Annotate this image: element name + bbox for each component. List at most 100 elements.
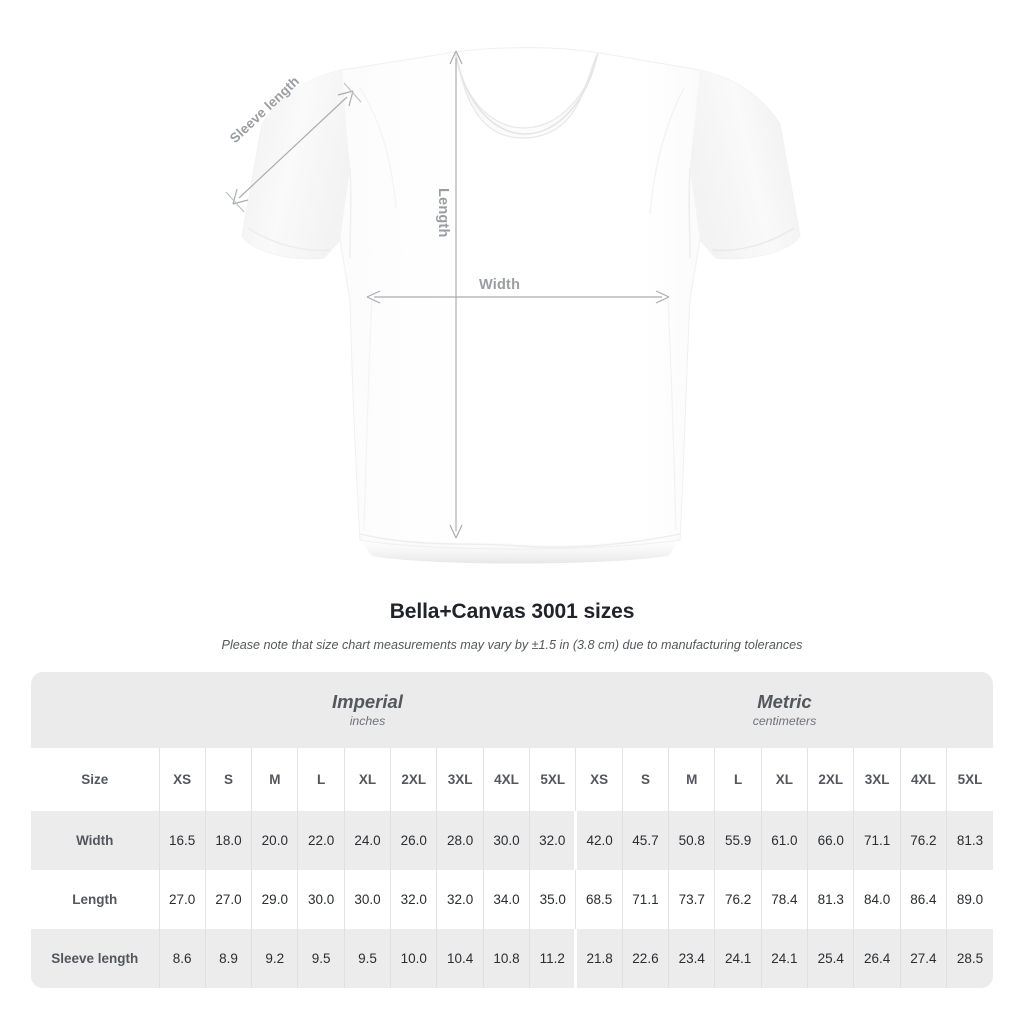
cell-width-imperial-xl: 24.0 [343, 811, 391, 870]
cell-length-imperial-s: 27.0 [204, 870, 252, 929]
cell-width-imperial-4xl: 30.0 [482, 811, 530, 870]
size-header-imperial-2xl: 2XL [390, 748, 437, 811]
cell-width-imperial-s: 18.0 [204, 811, 252, 870]
cell-length-imperial-m: 29.0 [251, 870, 298, 929]
cell-sleeve-length-metric-3xl: 26.4 [853, 929, 901, 988]
size-header-label: Size [31, 748, 159, 811]
row-label-width: Width [31, 811, 159, 870]
cell-sleeve-length-metric-xl: 24.1 [760, 929, 808, 988]
cell-width-metric-s: 45.7 [621, 811, 669, 870]
neckline-edge [455, 53, 598, 135]
size-header-row: Size XS S M L XL 2XL 3XL 4XL 5XL XS S M L XL 2XL 3XL 4XL 5… [31, 748, 993, 811]
cell-width-metric-xs: 42.0 [574, 811, 623, 870]
size-header-imperial-5xl: 5XL [529, 748, 576, 811]
unit-group-name: Imperial [332, 691, 403, 713]
cell-sleeve-length-imperial-l: 9.5 [297, 929, 345, 988]
size-header-metric-s: S [621, 748, 669, 811]
unit-group-header-metric: Metric centimeters [575, 672, 993, 748]
length-label: Length [435, 188, 451, 238]
size-header-metric-3xl: 3XL [853, 748, 901, 811]
cell-width-imperial-l: 22.0 [297, 811, 345, 870]
left-body-crease [363, 299, 373, 531]
cell-length-metric-l: 76.2 [714, 870, 762, 929]
cell-length-imperial-3xl: 32.0 [436, 870, 484, 929]
cell-length-metric-m: 73.7 [668, 870, 715, 929]
cell-sleeve-length-imperial-4xl: 10.8 [482, 929, 530, 988]
shirt-left-sleeve [242, 70, 350, 259]
cell-width-imperial-2xl: 26.0 [390, 811, 437, 870]
cell-length-imperial-l: 30.0 [297, 870, 345, 929]
sleeve-tick-upper [343, 82, 362, 103]
cell-length-metric-2xl: 81.3 [807, 870, 854, 929]
cell-sleeve-length-metric-l: 24.1 [714, 929, 762, 988]
width-arrowhead-right [655, 290, 670, 304]
cell-length-imperial-xl: 30.0 [343, 870, 391, 929]
sleeve-arrowhead-upper [337, 90, 354, 107]
cell-sleeve-length-imperial-m: 9.2 [251, 929, 298, 988]
size-chart-table: Imperial inches Metric centimeters Size XS S M L… [31, 672, 993, 988]
cell-length-metric-3xl: 84.0 [853, 870, 901, 929]
size-header-imperial-m: M [251, 748, 298, 811]
unit-group-header-imperial: Imperial inches [159, 672, 576, 748]
right-body-crease [667, 299, 677, 531]
right-cuff-edge [711, 227, 795, 252]
cell-sleeve-length-metric-5xl: 28.5 [946, 929, 993, 988]
size-header-metric-m: M [668, 748, 715, 811]
cell-sleeve-length-imperial-xs: 8.6 [158, 929, 206, 988]
cell-length-imperial-2xl: 32.0 [390, 870, 437, 929]
table-row: Length 27.0 27.0 29.0 30.0 30.0 32.0 32.0 34.0 35… [31, 870, 993, 929]
cell-width-metric-5xl: 81.3 [946, 811, 993, 870]
page-title: Bella+Canvas 3001 sizes [389, 600, 635, 623]
left-shoulder-fold [359, 87, 397, 209]
length-arrowhead-bottom [449, 524, 463, 539]
cell-width-metric-l: 55.9 [714, 811, 762, 870]
shirt-hem-edge [359, 533, 681, 548]
cell-width-metric-3xl: 71.1 [853, 811, 901, 870]
size-header-metric-l: L [714, 748, 762, 811]
sleeve-tick-lower [225, 191, 245, 213]
left-cuff-edge [247, 227, 331, 252]
tshirt-illustration-svg [225, 47, 801, 564]
cell-sleeve-length-imperial-2xl: 10.0 [390, 929, 437, 988]
cell-width-imperial-3xl: 28.0 [436, 811, 484, 870]
shirt-right-sleeve [690, 70, 800, 259]
cell-width-imperial-5xl: 32.0 [529, 811, 576, 870]
left-armhole-seam [349, 167, 352, 259]
cell-width-metric-xl: 61.0 [760, 811, 808, 870]
table-row: Width 16.5 18.0 20.0 22.0 24.0 26.0 28.0 30.0 32.… [31, 811, 993, 870]
unit-group-subtitle: inches [349, 714, 386, 729]
size-header-metric-4xl: 4XL [899, 748, 947, 811]
size-header-imperial-xs: XS [158, 748, 206, 811]
shirt-hem-shadow [360, 532, 680, 564]
cell-sleeve-length-imperial-5xl: 11.2 [529, 929, 576, 988]
cell-width-metric-2xl: 66.0 [807, 811, 854, 870]
size-header-metric-2xl: 2XL [807, 748, 854, 811]
unit-group-name: Metric [757, 691, 812, 713]
size-chart-table-container: Imperial inches Metric centimeters Size XS S M L… [31, 672, 993, 988]
cell-sleeve-length-metric-s: 22.6 [621, 929, 669, 988]
width-arrowhead-left [366, 290, 381, 304]
cell-length-metric-xl: 78.4 [760, 870, 808, 929]
right-shoulder-fold [649, 87, 685, 215]
size-header-metric-xl: XL [760, 748, 808, 811]
cell-width-metric-m: 50.8 [668, 811, 715, 870]
cell-length-metric-s: 71.1 [621, 870, 669, 929]
shirt-collar [454, 51, 599, 139]
cell-sleeve-length-imperial-s: 8.9 [204, 929, 252, 988]
size-header-imperial-3xl: 3XL [436, 748, 484, 811]
cell-length-imperial-5xl: 35.0 [529, 870, 576, 929]
size-header-metric-5xl: 5XL [946, 748, 993, 811]
cell-length-imperial-4xl: 34.0 [482, 870, 530, 929]
size-header-metric-xs: XS [575, 748, 623, 811]
size-header-imperial-s: S [204, 748, 252, 811]
cell-sleeve-length-metric-xs: 21.8 [574, 929, 623, 988]
sleeve-measure-line [238, 96, 348, 199]
unit-header-row: Imperial inches Metric centimeters [31, 672, 993, 748]
cell-sleeve-length-imperial-xl: 9.5 [343, 929, 391, 988]
unit-group-subtitle: centimeters [752, 714, 817, 729]
page-subtitle: Please note that size chart measurements… [221, 638, 803, 652]
row-label-length: Length [31, 870, 159, 929]
right-armhole-seam [688, 167, 691, 259]
cell-sleeve-length-metric-2xl: 25.4 [807, 929, 854, 988]
cell-width-metric-4xl: 76.2 [899, 811, 947, 870]
